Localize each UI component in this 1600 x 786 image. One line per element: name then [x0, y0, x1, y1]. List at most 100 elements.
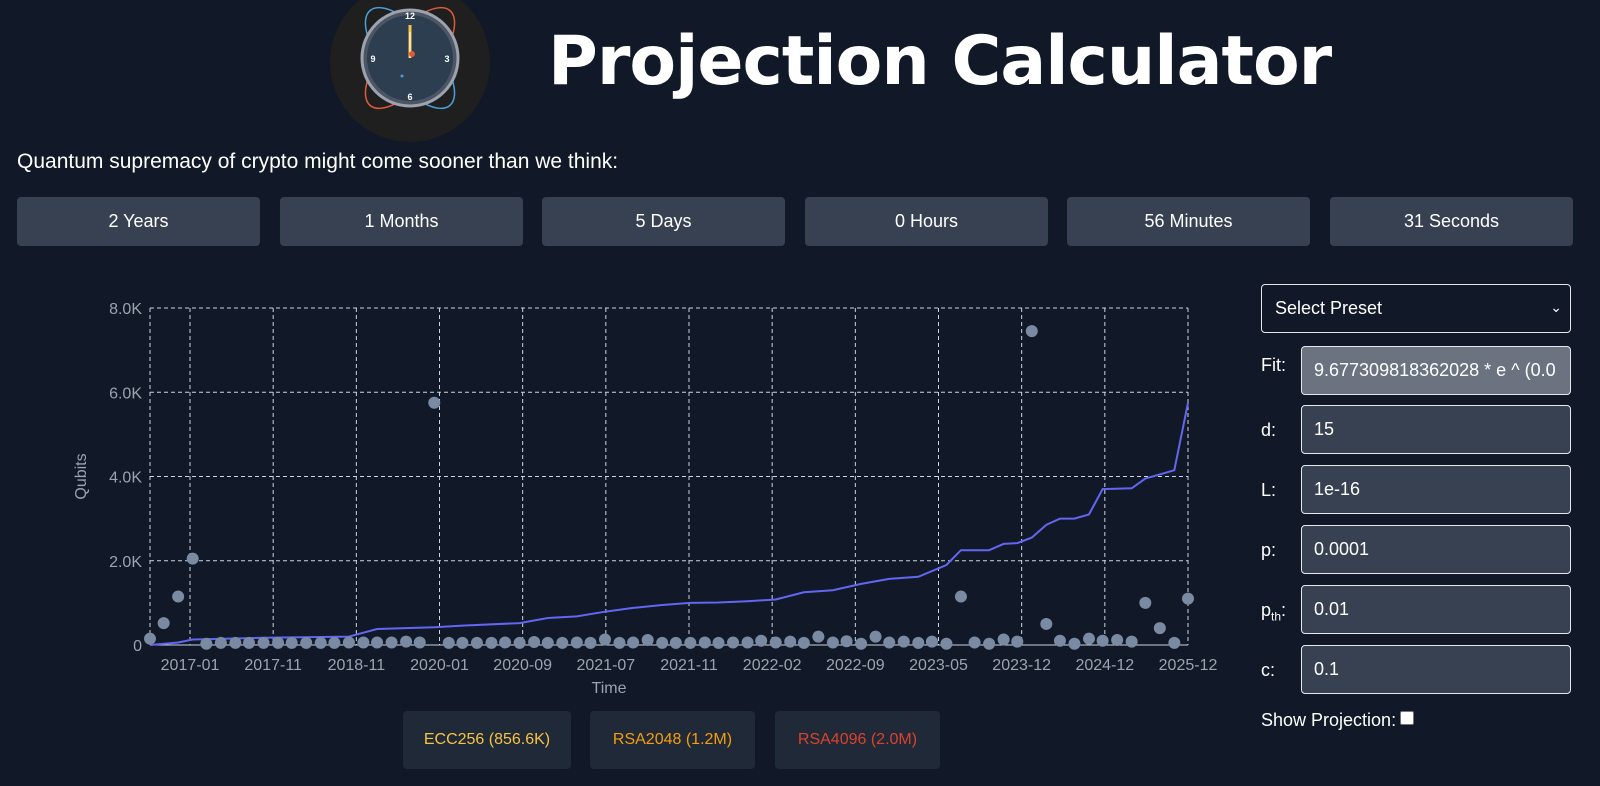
page-subtitle: Quantum supremacy of crypto might come s…: [17, 150, 619, 173]
x-tick-label: 2021-07: [576, 657, 635, 674]
data-point: [940, 637, 953, 650]
countdown-days: 5 Days: [542, 197, 785, 246]
data-point: [428, 396, 441, 409]
data-point: [669, 636, 682, 649]
data-point: [855, 637, 868, 650]
preset-select-value: Select Preset: [1275, 298, 1383, 318]
y-tick-label: 4.0K: [109, 470, 142, 487]
data-point: [485, 636, 498, 649]
data-point: [755, 634, 768, 647]
data-point: [243, 636, 256, 649]
legend-rsa2048-button[interactable]: RSA2048 (1.2M): [590, 711, 755, 769]
data-point: [570, 636, 583, 649]
data-point: [456, 636, 469, 649]
data-point: [144, 632, 156, 645]
data-point: [698, 636, 711, 649]
data-point: [499, 636, 512, 649]
countdown-hours: 0 Hours: [805, 197, 1048, 246]
data-point: [172, 590, 185, 603]
countdown-months: 1 Months: [280, 197, 523, 246]
pth-label: pth:: [1261, 600, 1287, 624]
x-tick-label: 2017-11: [244, 657, 302, 674]
data-point: [1011, 635, 1024, 648]
x-tick-label: 2025-12: [1159, 657, 1218, 674]
data-point: [200, 637, 213, 650]
data-point: [257, 636, 270, 649]
show-projection-checkbox[interactable]: [1400, 711, 1415, 725]
y-tick-label: 6.0K: [109, 385, 142, 402]
y-tick-label: 2.0K: [109, 554, 142, 571]
data-point: [656, 636, 669, 649]
legend-rsa4096-button[interactable]: RSA4096 (2.0M): [775, 711, 940, 769]
data-point: [925, 635, 938, 648]
x-tick-label: 2020-01: [410, 657, 469, 674]
legend-rsa2048-label: RSA2048 (1.2M): [612, 731, 733, 748]
y-tick-label: 0: [133, 638, 142, 655]
data-point: [1139, 596, 1152, 609]
pth-field[interactable]: 0.01: [1301, 585, 1571, 634]
data-point: [400, 635, 413, 648]
pth-label-sub: th: [1271, 609, 1282, 624]
x-tick-label: 2024-12: [1075, 657, 1134, 674]
p-field[interactable]: 0.0001: [1301, 525, 1571, 574]
data-point: [627, 636, 640, 649]
countdown: 2 Years 1 Months 5 Days 0 Hours 56 Minut…: [17, 197, 1575, 246]
legend-rsa4096-label: RSA4096 (2.0M): [797, 731, 918, 748]
data-point: [1053, 634, 1066, 647]
data-point: [357, 636, 370, 649]
data-point: [285, 636, 298, 649]
y-tick-label: 8.0K: [109, 301, 142, 318]
preset-select[interactable]: Select Preset ⌄: [1261, 284, 1571, 333]
c-field[interactable]: 0.1: [1301, 645, 1571, 694]
l-field[interactable]: 1e-16: [1301, 465, 1571, 514]
data-point: [272, 636, 285, 649]
data-point: [186, 552, 199, 565]
countdown-seconds: 31 Seconds: [1330, 197, 1573, 246]
d-field[interactable]: 15: [1301, 405, 1571, 454]
countdown-minutes: 56 Minutes: [1067, 197, 1310, 246]
data-point: [413, 636, 426, 649]
data-point: [712, 636, 725, 649]
x-tick-label: 2022-02: [743, 657, 802, 674]
data-point: [300, 636, 313, 649]
p-label: p:: [1261, 540, 1277, 560]
data-point: [797, 636, 810, 649]
x-tick-label: 2022-09: [826, 657, 885, 674]
data-point: [584, 636, 597, 649]
chevron-down-icon: ⌄: [1550, 299, 1562, 315]
c-label: c:: [1261, 660, 1276, 680]
clock-numeral-12: 12: [405, 11, 415, 21]
data-point: [954, 590, 967, 603]
fit-field[interactable]: 9.677309818362028 * e ^ (0.0: [1301, 346, 1571, 395]
clock-icon: 12 3 6 9: [360, 6, 460, 110]
data-point: [769, 636, 782, 649]
x-tick-label: 2017-01: [161, 657, 220, 674]
data-point: [528, 636, 541, 649]
data-point: [883, 636, 896, 649]
data-point: [214, 636, 227, 649]
data-point: [983, 637, 996, 650]
d-label: d:: [1261, 420, 1277, 440]
data-point: [812, 630, 825, 643]
data-point: [641, 633, 654, 646]
data-point: [840, 635, 853, 648]
data-point: [1068, 637, 1081, 650]
l-label: L:: [1261, 480, 1277, 500]
data-point: [314, 636, 327, 649]
data-point: [912, 636, 925, 649]
data-point: [371, 636, 384, 649]
data-point: [1025, 325, 1038, 338]
data-point: [897, 635, 910, 648]
legend-ecc256-button[interactable]: ECC256 (856.6K): [403, 711, 571, 769]
qubits-chart: 0 2.0K 4.0K 6.0K 8.0K 2017-01 2017-11 2018-11 20…: [0, 280, 1220, 710]
data-point: [1168, 636, 1181, 649]
data-point: [1096, 634, 1109, 647]
data-point: [997, 633, 1010, 646]
data-point: [1153, 622, 1166, 635]
x-tick-label: 2023-12: [992, 657, 1051, 674]
data-point: [1125, 635, 1138, 648]
data-point: [727, 636, 740, 649]
data-point: [513, 636, 526, 649]
clock-numeral-9: 9: [370, 54, 375, 64]
clock-numeral-6: 6: [407, 92, 412, 102]
